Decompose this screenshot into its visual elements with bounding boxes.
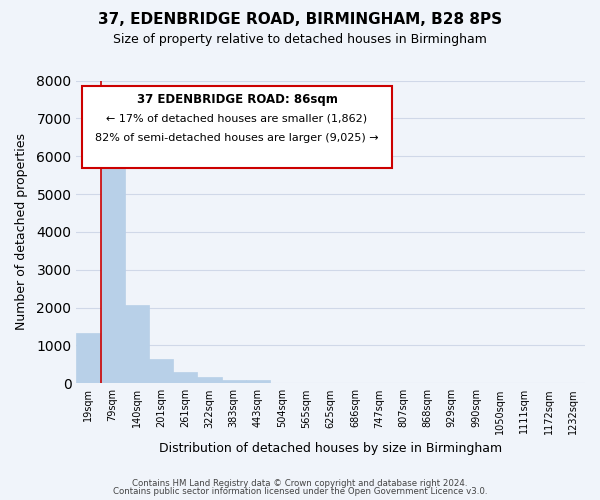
Text: 37, EDENBRIDGE ROAD, BIRMINGHAM, B28 8PS: 37, EDENBRIDGE ROAD, BIRMINGHAM, B28 8PS <box>98 12 502 28</box>
Text: ← 17% of detached houses are smaller (1,862): ← 17% of detached houses are smaller (1,… <box>106 113 368 123</box>
Text: 37 EDENBRIDGE ROAD: 86sqm: 37 EDENBRIDGE ROAD: 86sqm <box>137 93 337 106</box>
Bar <box>197 378 221 384</box>
Bar <box>101 134 125 384</box>
Bar <box>125 304 149 384</box>
Text: Contains HM Land Registry data © Crown copyright and database right 2024.: Contains HM Land Registry data © Crown c… <box>132 478 468 488</box>
Bar <box>149 359 173 384</box>
Text: Contains public sector information licensed under the Open Government Licence v3: Contains public sector information licen… <box>113 487 487 496</box>
X-axis label: Distribution of detached houses by size in Birmingham: Distribution of detached houses by size … <box>159 442 502 455</box>
Y-axis label: Number of detached properties: Number of detached properties <box>15 134 28 330</box>
Text: 82% of semi-detached houses are larger (9,025) →: 82% of semi-detached houses are larger (… <box>95 133 379 143</box>
Bar <box>221 380 246 384</box>
Bar <box>246 380 270 384</box>
Bar <box>76 334 101 384</box>
Text: Size of property relative to detached houses in Birmingham: Size of property relative to detached ho… <box>113 32 487 46</box>
Bar <box>173 372 197 384</box>
